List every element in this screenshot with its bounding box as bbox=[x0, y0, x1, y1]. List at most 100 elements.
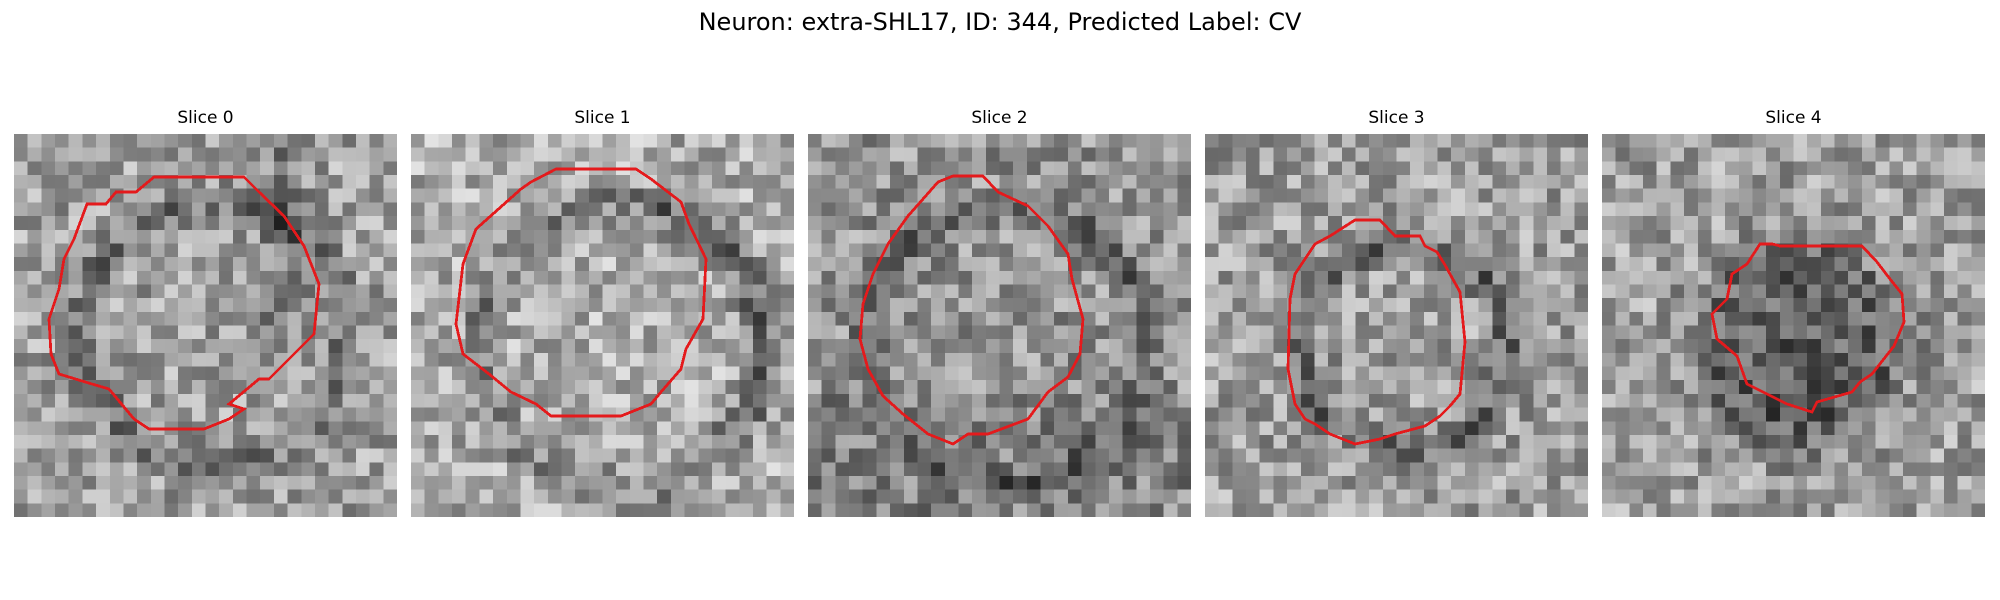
image-pixel bbox=[1519, 175, 1534, 189]
image-pixel bbox=[1602, 325, 1616, 340]
image-pixel bbox=[1095, 257, 1110, 271]
image-pixel bbox=[328, 366, 343, 381]
image-pixel bbox=[534, 216, 548, 230]
image-pixel bbox=[96, 475, 110, 490]
image-pixel bbox=[273, 202, 288, 217]
image-pixel bbox=[917, 352, 932, 367]
image-pixel bbox=[1451, 188, 1466, 203]
image-pixel bbox=[616, 393, 631, 408]
image-pixel bbox=[424, 366, 439, 381]
image-pixel bbox=[1040, 188, 1055, 203]
image-pixel bbox=[1793, 339, 1808, 354]
image-pixel bbox=[287, 147, 302, 162]
image-pixel bbox=[1478, 475, 1493, 490]
image-pixel bbox=[1615, 188, 1630, 203]
image-pixel bbox=[342, 243, 357, 258]
image-pixel bbox=[1492, 325, 1507, 340]
image-pixel bbox=[1273, 393, 1288, 408]
image-pixel bbox=[465, 462, 480, 477]
image-pixel bbox=[205, 503, 220, 517]
image-pixel bbox=[711, 462, 726, 477]
image-pixel bbox=[1848, 216, 1863, 230]
image-pixel bbox=[1492, 434, 1507, 449]
image-pixel bbox=[1300, 503, 1315, 517]
image-pixel bbox=[1615, 475, 1630, 490]
image-pixel bbox=[1916, 489, 1931, 504]
image-pixel bbox=[14, 270, 28, 285]
image-pixel bbox=[1793, 421, 1808, 436]
image-pixel bbox=[890, 134, 904, 148]
image-pixel bbox=[1629, 448, 1644, 463]
image-pixel bbox=[725, 188, 740, 203]
image-pixel bbox=[1889, 462, 1904, 477]
image-pixel bbox=[452, 380, 466, 395]
image-pixel bbox=[1273, 475, 1288, 490]
image-pixel bbox=[1300, 393, 1315, 408]
image-pixel bbox=[1122, 257, 1137, 271]
image-pixel bbox=[328, 175, 343, 189]
image-pixel bbox=[205, 134, 220, 148]
image-pixel bbox=[1040, 243, 1055, 258]
image-pixel bbox=[506, 298, 521, 313]
image-pixel bbox=[725, 202, 740, 217]
image-pixel bbox=[219, 202, 234, 217]
image-pixel bbox=[1807, 202, 1822, 217]
image-pixel bbox=[1177, 147, 1191, 162]
image-pixel bbox=[1232, 462, 1247, 477]
image-pixel bbox=[588, 448, 603, 463]
image-pixel bbox=[1684, 380, 1698, 395]
image-pixel bbox=[1382, 421, 1397, 436]
image-pixel bbox=[383, 175, 397, 189]
image-pixel bbox=[1971, 270, 1985, 285]
image-pixel bbox=[752, 257, 767, 271]
image-pixel bbox=[931, 421, 945, 436]
image-pixel bbox=[41, 407, 56, 422]
image-pixel bbox=[1149, 161, 1164, 176]
image-pixel bbox=[55, 489, 69, 504]
image-pixel bbox=[752, 325, 767, 340]
image-pixel bbox=[191, 366, 206, 381]
image-pixel bbox=[1492, 366, 1507, 381]
image-pixel bbox=[1218, 229, 1233, 244]
image-pixel bbox=[424, 325, 439, 340]
image-pixel bbox=[301, 462, 316, 477]
image-pixel bbox=[1643, 188, 1657, 203]
image-pixel bbox=[1957, 216, 1972, 230]
image-pixel bbox=[698, 489, 713, 504]
image-pixel bbox=[1533, 407, 1548, 422]
image-pixel bbox=[493, 503, 507, 517]
image-pixel bbox=[1108, 202, 1123, 217]
image-pixel bbox=[273, 380, 288, 395]
image-pixel bbox=[711, 298, 726, 313]
image-pixel bbox=[1574, 503, 1588, 517]
image-pixel bbox=[1505, 161, 1520, 176]
image-pixel bbox=[1546, 216, 1561, 230]
image-pixel bbox=[260, 147, 275, 162]
image-pixel bbox=[150, 134, 165, 148]
image-pixel bbox=[479, 298, 494, 313]
image-pixel bbox=[1766, 147, 1781, 162]
image-pixel bbox=[383, 352, 397, 367]
image-pixel bbox=[670, 243, 685, 258]
image-pixel bbox=[287, 175, 302, 189]
image-pixel bbox=[1081, 270, 1096, 285]
image-pixel bbox=[1232, 243, 1247, 258]
image-pixel bbox=[1916, 216, 1931, 230]
image-pixel bbox=[1656, 270, 1671, 285]
image-pixel bbox=[1054, 298, 1069, 313]
image-pixel bbox=[438, 147, 453, 162]
image-pixel bbox=[1369, 175, 1384, 189]
image-pixel bbox=[972, 257, 987, 271]
image-pixel bbox=[534, 202, 548, 217]
image-pixel bbox=[876, 434, 891, 449]
image-pixel bbox=[1971, 462, 1985, 477]
image-pixel bbox=[150, 448, 165, 463]
image-pixel bbox=[342, 284, 357, 299]
image-pixel bbox=[273, 134, 288, 148]
image-pixel bbox=[14, 229, 28, 244]
image-pixel bbox=[96, 257, 110, 271]
image-pixel bbox=[123, 462, 138, 477]
image-pixel bbox=[1040, 421, 1055, 436]
image-pixel bbox=[1916, 380, 1931, 395]
image-pixel bbox=[41, 202, 56, 217]
